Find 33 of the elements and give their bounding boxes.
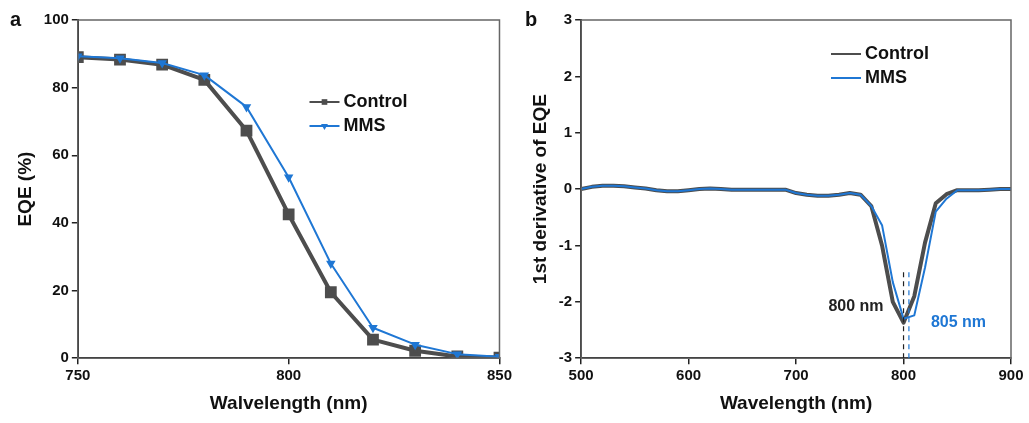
x-axis-title: Walvelength (nm)	[209, 391, 368, 413]
y-axis-title: 1st derivative of EQE	[528, 94, 550, 285]
legend-label: Control	[343, 90, 408, 111]
x-tick-label: 800	[891, 366, 917, 384]
legend-label: MMS	[343, 114, 386, 135]
x-tick-label: 500	[568, 366, 594, 384]
x-tick-label: 600	[676, 366, 702, 384]
y-tick-label: -2	[558, 291, 573, 309]
y-tick-label: -3	[558, 348, 573, 366]
x-tick-label: 800	[276, 366, 302, 384]
x-tick-label: 700	[783, 366, 809, 384]
y-tick-label: 60	[52, 145, 69, 163]
x-tick-label: 750	[65, 366, 91, 384]
ref-line-label: 805 nm	[930, 312, 987, 330]
legend-label: Control	[865, 42, 929, 63]
y-tick-label: 2	[563, 66, 573, 84]
x-axis-title: Wavelength (nm)	[719, 391, 873, 413]
text: b	[525, 7, 538, 30]
y-tick-label: 40	[52, 213, 69, 231]
ref-line-label: 800 nm	[828, 296, 884, 314]
legend-label: MMS	[865, 66, 907, 87]
y-axis-title: EQE (%)	[13, 151, 35, 227]
y-tick-label: 3	[563, 10, 573, 28]
y-tick-label: 1	[563, 122, 573, 140]
y-tick-label: 0	[60, 348, 69, 366]
y-tick-label: -1	[558, 235, 573, 253]
x-tick-label: 900	[998, 366, 1024, 384]
x-tick-label: 850	[486, 366, 512, 384]
text: a	[10, 7, 22, 30]
y-tick-label: 80	[52, 77, 69, 95]
y-tick-label: 100	[43, 10, 69, 28]
y-tick-label: 0	[563, 179, 573, 197]
y-tick-label: 20	[52, 280, 69, 298]
